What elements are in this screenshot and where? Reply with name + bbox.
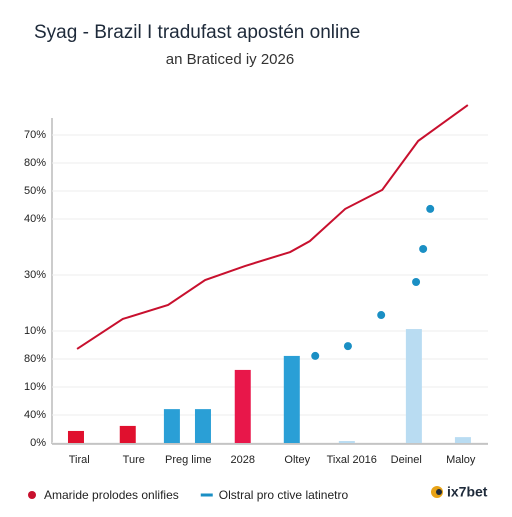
logo-icon [436,489,442,495]
bar [234,369,251,443]
y-tick-label: 10% [24,381,46,393]
bar [67,430,84,443]
y-tick-label: 0% [30,437,46,449]
bar [405,329,422,443]
x-tick-label: Ture [123,454,145,466]
bar [454,437,471,443]
point [426,204,435,213]
x-tick-label: Tiral [69,454,90,466]
y-tick-label: 30% [24,269,46,281]
x-tick-label: Deinel [391,454,422,466]
x-tick-label: Tixal 2016 [327,454,377,466]
x-tick-label: Maloy [446,454,476,466]
point [311,351,320,360]
point [377,311,386,320]
y-tick-label: 10% [24,325,46,337]
x-tick-label: Preg lime [165,454,211,466]
line [76,104,469,350]
y-tick-label: 50% [24,185,46,197]
chart-subtitle: an Braticed iy 2026 [166,51,294,68]
bar [163,409,180,443]
legend-label: Amaride prolodes onlifies [44,488,179,502]
y-tick-label: 40% [24,409,46,421]
point [419,244,428,253]
y-tick-label: 70% [24,129,46,141]
legend-label: Olstral pro ctive latinetro [219,488,349,502]
point [412,278,421,286]
y-tick-label: 80% [24,353,46,365]
logo: ix7bet [447,484,488,500]
bar [338,441,355,443]
point [343,342,352,351]
bar [119,425,136,443]
x-tick-label: Oltey [284,454,310,466]
y-tick-label: 40% [24,213,46,225]
y-tick-label: 80% [24,157,46,169]
chart-title: Syag - Brazil I tradufast apostén online [34,22,360,43]
x-tick-label: 2028 [231,454,255,466]
bar [194,409,211,443]
legend-swatch [28,491,36,499]
bar [283,355,300,443]
